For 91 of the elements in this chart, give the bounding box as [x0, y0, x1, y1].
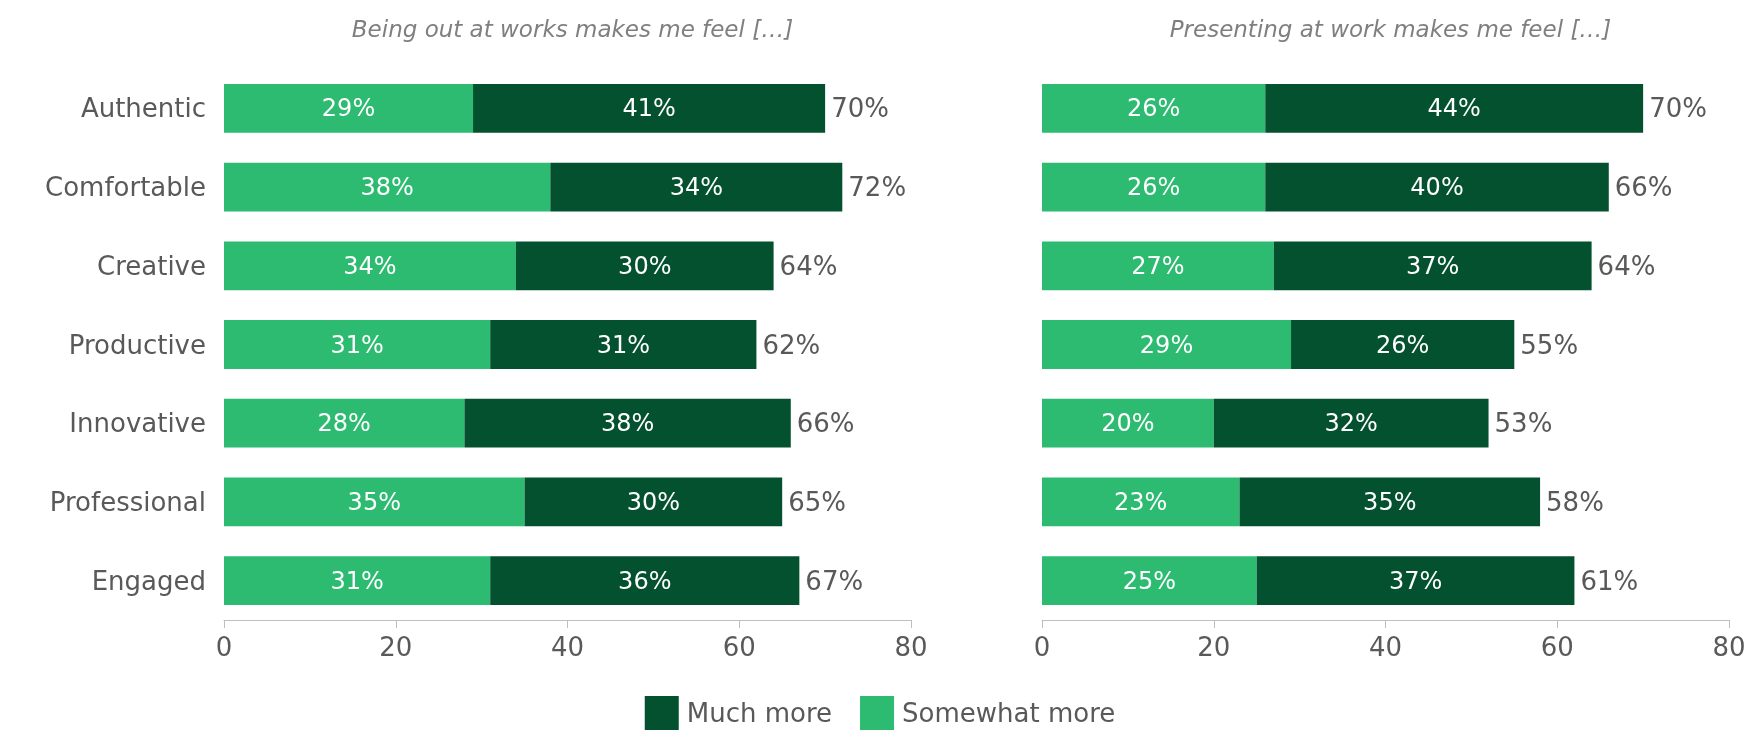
y-tick-label: Engaged	[91, 565, 206, 596]
data-label: 37%	[1388, 566, 1443, 595]
total-label: 66%	[1614, 172, 1673, 203]
data-label: 27%	[1131, 251, 1185, 280]
data-label: 40%	[1410, 173, 1464, 202]
data-label: 36%	[618, 566, 672, 595]
x-tick-label: 20	[1197, 632, 1231, 662]
total-label: 64%	[779, 250, 838, 281]
x-tick-label: 80	[1712, 632, 1746, 662]
data-label: 20%	[1101, 409, 1155, 438]
bar	[224, 477, 525, 527]
bar	[1265, 83, 1644, 133]
x-tick-label: 0	[1033, 632, 1051, 662]
data-label: 38%	[600, 409, 655, 438]
bar	[224, 398, 465, 448]
bar	[1042, 477, 1240, 527]
y-tick-label: Productive	[68, 329, 206, 360]
bar	[1273, 241, 1592, 291]
bar	[1239, 477, 1541, 527]
legend-label: Much more	[686, 698, 833, 728]
bar	[490, 556, 800, 606]
x-tick-label: 60	[1540, 632, 1574, 662]
bar	[464, 398, 791, 448]
total-label: 53%	[1494, 408, 1553, 439]
data-label: 23%	[1114, 487, 1168, 516]
data-label: 29%	[321, 94, 376, 123]
y-tick-label: Comfortable	[45, 172, 206, 203]
bar	[490, 320, 757, 369]
bar	[224, 241, 516, 291]
total-label: 66%	[796, 408, 855, 439]
data-label: 41%	[622, 94, 676, 123]
data-label: 26%	[1126, 94, 1181, 123]
bar	[1042, 320, 1292, 369]
bar	[224, 83, 474, 133]
x-tick-label: 40	[550, 632, 585, 662]
total-label: 58%	[1546, 486, 1604, 517]
x-tick-label: 0	[215, 632, 233, 662]
bar	[1042, 83, 1266, 133]
bar	[1042, 398, 1214, 448]
data-label: 31%	[596, 330, 650, 359]
data-label: 37%	[1406, 251, 1460, 280]
total-label: 55%	[1520, 329, 1579, 360]
bar	[473, 83, 826, 133]
data-label: 35%	[347, 487, 401, 516]
bar	[1042, 162, 1266, 212]
bar	[1042, 556, 1257, 606]
y-tick-label: Professional	[49, 486, 206, 517]
x-tick-label: 20	[379, 632, 413, 662]
data-label: 34%	[669, 173, 723, 202]
data-label: 29%	[1139, 330, 1194, 359]
bar	[224, 556, 491, 606]
data-label: 28%	[317, 409, 371, 438]
bar	[1042, 241, 1274, 291]
total-label: 70%	[831, 93, 889, 124]
total-label: 64%	[1597, 250, 1656, 281]
data-label: 31%	[330, 566, 384, 595]
total-label: 61%	[1580, 565, 1639, 596]
data-label: 26%	[1376, 330, 1430, 359]
data-label: 30%	[626, 487, 681, 516]
total-label: 70%	[1649, 93, 1707, 124]
data-label: 26%	[1126, 173, 1181, 202]
y-tick-label: Innovative	[69, 408, 206, 439]
bar	[1265, 162, 1609, 212]
data-label: 30%	[618, 251, 672, 280]
bar	[224, 320, 491, 369]
bar	[1291, 320, 1515, 369]
total-label: 72%	[848, 172, 907, 203]
bar	[224, 162, 551, 212]
total-label: 62%	[762, 329, 821, 360]
bar	[524, 477, 783, 527]
legend-label: Somewhat more	[902, 698, 1116, 728]
chart-title: Being out at works makes me feel […]	[351, 15, 794, 42]
y-tick-label: Authentic	[80, 93, 206, 124]
x-tick-label: 40	[1368, 632, 1403, 662]
data-label: 35%	[1363, 487, 1417, 516]
chart-title: Presenting at work makes me feel […]	[1169, 15, 1612, 42]
data-label: 38%	[360, 173, 414, 202]
data-label: 32%	[1324, 409, 1378, 438]
x-tick-label: 60	[722, 632, 756, 662]
y-tick-label: Creative	[96, 250, 206, 281]
bar	[550, 162, 843, 212]
data-label: 34%	[343, 251, 397, 280]
data-label: 31%	[330, 330, 384, 359]
x-tick-label: 80	[894, 632, 928, 662]
total-label: 65%	[788, 486, 846, 517]
total-label: 67%	[805, 565, 864, 596]
bar	[1213, 398, 1489, 448]
bar	[515, 241, 774, 291]
data-label: 25%	[1122, 566, 1177, 595]
data-label: 44%	[1427, 94, 1481, 123]
bar	[1256, 556, 1575, 606]
